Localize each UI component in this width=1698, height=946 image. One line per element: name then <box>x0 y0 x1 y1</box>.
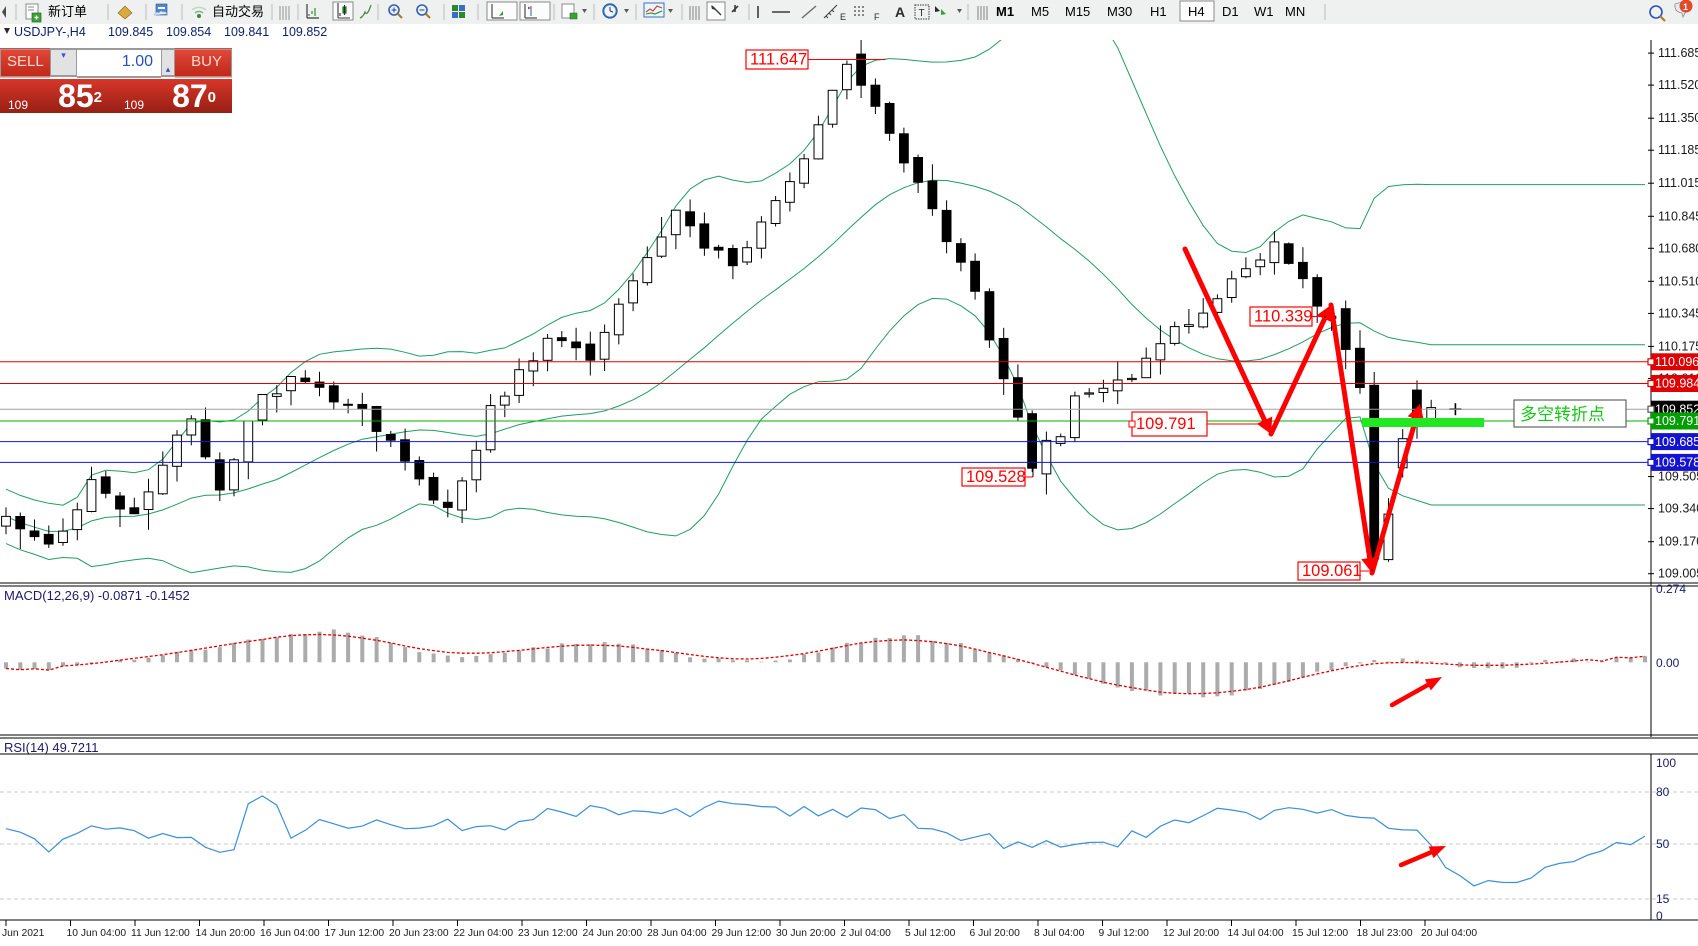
svg-text:A: A <box>895 4 905 20</box>
svg-text:109.841: 109.841 <box>224 25 269 39</box>
svg-text:M30: M30 <box>1107 4 1132 19</box>
svg-text:109.845: 109.845 <box>108 25 153 39</box>
svg-text:M1: M1 <box>996 4 1014 19</box>
svg-text:E: E <box>840 12 846 22</box>
svg-text:新订单: 新订单 <box>48 4 87 19</box>
svg-text:MN: MN <box>1285 4 1305 19</box>
svg-text:F: F <box>874 12 880 22</box>
svg-text:W1: W1 <box>1254 4 1274 19</box>
svg-text:1: 1 <box>1683 2 1688 12</box>
svg-text:D1: D1 <box>1222 4 1239 19</box>
svg-text:H1: H1 <box>1150 4 1167 19</box>
svg-text:109.852: 109.852 <box>282 25 327 39</box>
svg-text:109.854: 109.854 <box>166 25 211 39</box>
svg-text:M15: M15 <box>1065 4 1090 19</box>
svg-text:H4: H4 <box>1188 4 1205 19</box>
svg-text:M5: M5 <box>1031 4 1049 19</box>
svg-text:USDJPY-,H4: USDJPY-,H4 <box>14 25 86 39</box>
svg-text:自动交易: 自动交易 <box>212 4 264 19</box>
svg-text:T: T <box>919 8 925 19</box>
